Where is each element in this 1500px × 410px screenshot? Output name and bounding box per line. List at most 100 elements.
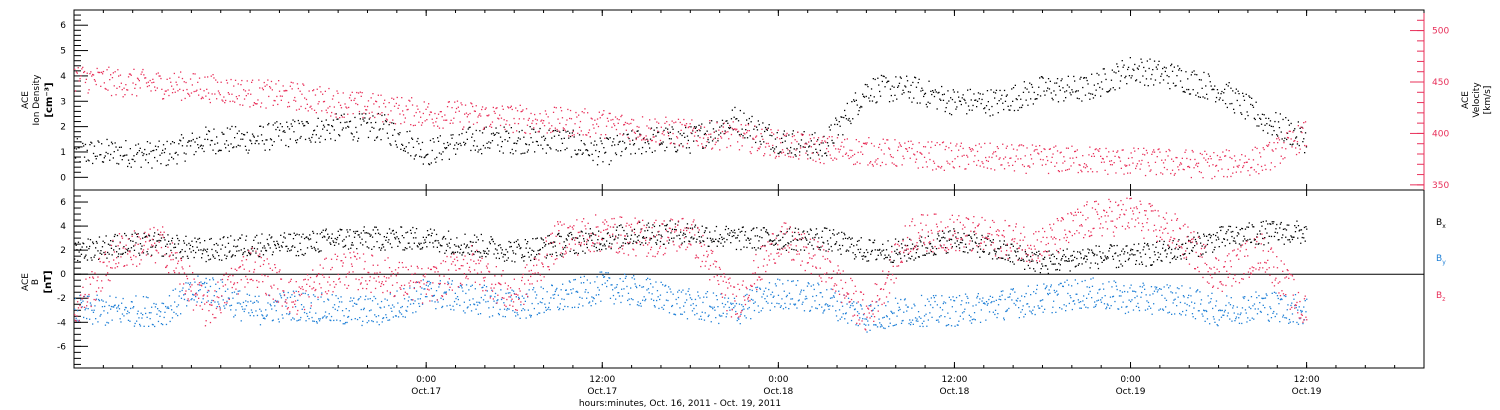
velocity-point — [171, 92, 174, 94]
bx-point — [1051, 263, 1053, 265]
density-point — [1146, 60, 1148, 62]
velocity-point — [689, 123, 691, 125]
density-point — [1077, 90, 1079, 92]
density-point — [698, 124, 700, 126]
velocity-point — [246, 80, 248, 82]
velocity-point — [829, 154, 831, 156]
bx-point — [677, 221, 680, 223]
velocity-point — [918, 142, 920, 144]
velocity-point — [943, 169, 945, 171]
velocity-point — [303, 84, 305, 86]
velocity-point — [1280, 155, 1282, 157]
velocity-point — [224, 102, 226, 104]
density-point — [1108, 90, 1110, 92]
density-point — [1185, 71, 1187, 73]
density-point — [486, 142, 488, 144]
velocity-point — [1127, 157, 1130, 159]
velocity-point — [1115, 172, 1117, 174]
bx-point — [1185, 242, 1187, 244]
density-point — [1106, 91, 1108, 93]
velocity-point — [906, 150, 909, 152]
bx-point — [698, 236, 700, 238]
velocity-point — [798, 158, 800, 160]
velocity-point — [515, 107, 517, 109]
density-point — [602, 161, 604, 163]
velocity-point — [1014, 160, 1016, 163]
density-point — [755, 141, 757, 144]
bx-point — [616, 226, 618, 228]
density-point — [1180, 70, 1183, 72]
density-point — [957, 91, 959, 93]
velocity-point — [778, 155, 780, 158]
density-point — [1008, 109, 1010, 111]
density-point — [355, 126, 357, 129]
bx-point — [278, 246, 280, 248]
bx-point — [338, 243, 340, 245]
density-point — [270, 139, 273, 141]
velocity-point — [1207, 158, 1210, 160]
bx-point — [91, 259, 93, 261]
density-point — [381, 114, 383, 117]
velocity-point — [985, 159, 988, 162]
density-point — [168, 159, 170, 161]
density-point — [1033, 91, 1035, 94]
bx-point — [921, 245, 923, 247]
by-point — [255, 310, 257, 312]
density-point — [1187, 78, 1189, 80]
velocity-point — [216, 81, 219, 83]
bx-point — [806, 239, 808, 241]
density-point — [295, 139, 297, 142]
bx-point — [630, 234, 633, 236]
density-point — [1127, 68, 1129, 71]
velocity-point — [558, 130, 560, 132]
velocity-point — [318, 101, 320, 103]
bx-point — [750, 238, 752, 240]
density-point — [723, 133, 725, 135]
by-point — [192, 294, 195, 296]
bx-point — [734, 232, 736, 234]
bx-point — [748, 239, 750, 241]
velocity-point — [409, 100, 411, 102]
by-point — [93, 309, 95, 311]
velocity-point — [1112, 150, 1114, 152]
density-point — [137, 143, 140, 145]
velocity-point — [419, 111, 421, 113]
velocity-point — [737, 130, 740, 132]
velocity-point — [79, 78, 81, 80]
bx-point — [1018, 257, 1020, 259]
density-point — [300, 135, 302, 138]
density-point — [799, 151, 801, 153]
density-point — [1224, 103, 1227, 105]
bx-point — [1154, 254, 1156, 256]
density-point — [124, 154, 126, 156]
by-point — [321, 317, 324, 319]
bx-point — [979, 248, 982, 250]
velocity-point — [538, 130, 540, 132]
bx-point — [761, 237, 763, 239]
bx-point — [168, 240, 170, 242]
density-point — [1069, 92, 1071, 94]
bx-point — [372, 229, 374, 231]
density-point — [1172, 82, 1175, 84]
density-point — [89, 144, 91, 146]
bx-point — [1108, 250, 1110, 252]
density-point — [1105, 78, 1107, 81]
by-point — [136, 313, 139, 315]
velocity-point — [648, 127, 650, 129]
velocity-point — [1137, 148, 1139, 150]
velocity-point — [1205, 159, 1207, 161]
bx-point — [371, 248, 373, 250]
velocity-point — [996, 146, 998, 148]
by-point — [174, 288, 177, 290]
by-point — [240, 320, 242, 322]
density-point — [418, 143, 420, 145]
velocity-point — [615, 128, 618, 131]
density-point — [430, 162, 432, 164]
velocity-point — [324, 90, 326, 92]
bx-point — [774, 243, 777, 245]
bx-point — [797, 239, 799, 241]
velocity-point — [826, 137, 829, 140]
velocity-point — [846, 138, 848, 140]
density-point — [1176, 75, 1178, 77]
density-point — [952, 89, 954, 91]
